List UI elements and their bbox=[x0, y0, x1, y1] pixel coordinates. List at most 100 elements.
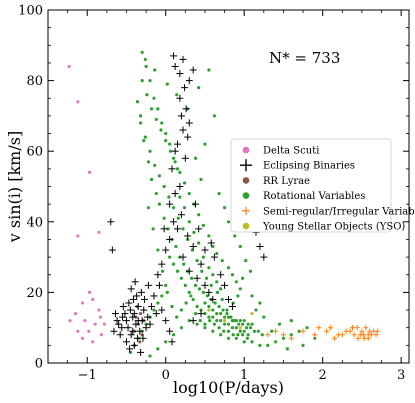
eclipsing-binaries-point bbox=[185, 267, 193, 275]
rotational-variables-point bbox=[144, 64, 148, 69]
rotational-variables-point bbox=[139, 114, 143, 118]
semi-regular-irregular-variables-point bbox=[288, 335, 294, 341]
rotational-variables-point bbox=[270, 329, 274, 333]
y-tick-label: 0 bbox=[35, 357, 43, 372]
y-tick-label: 60 bbox=[26, 145, 43, 160]
legend-marker bbox=[240, 159, 252, 172]
rotational-variables-point bbox=[175, 315, 179, 319]
eclipsing-binaries-point bbox=[130, 341, 138, 349]
rotational-variables-point bbox=[242, 340, 246, 344]
rotational-variables-point bbox=[173, 160, 177, 164]
eclipsing-binaries-point bbox=[154, 271, 162, 279]
rotational-variables-point bbox=[167, 195, 171, 199]
x-tick-label: −1 bbox=[78, 368, 97, 383]
eclipsing-binaries-point bbox=[136, 327, 144, 335]
rotational-variables-point bbox=[156, 301, 160, 305]
rotational-variables-point bbox=[146, 160, 151, 164]
eclipsing-binaries-point bbox=[184, 232, 192, 240]
legend-label: RR Lyrae bbox=[263, 176, 310, 187]
rotational-variables-point bbox=[313, 336, 317, 340]
eclipsing-binaries-point bbox=[127, 285, 135, 293]
rotational-variables-point bbox=[219, 319, 223, 323]
rotational-variables-point bbox=[192, 230, 196, 234]
x-axis-label: log10(P/days) bbox=[173, 378, 284, 397]
eclipsing-binaries-point bbox=[126, 306, 134, 314]
rotational-variables-point bbox=[236, 333, 240, 337]
rotational-variables-point bbox=[217, 191, 221, 196]
eclipsing-binaries-point bbox=[132, 320, 140, 328]
eclipsing-binaries-point bbox=[108, 246, 116, 254]
rotational-variables-point bbox=[207, 68, 211, 72]
rotational-variables-point bbox=[246, 322, 250, 326]
delta-scuti-point bbox=[67, 64, 71, 69]
rotational-variables-point bbox=[222, 315, 227, 319]
rotational-variables-point bbox=[175, 93, 179, 97]
rotational-variables-point bbox=[273, 340, 278, 344]
rotational-variables-point bbox=[225, 311, 229, 316]
eclipsing-binaries-point bbox=[142, 324, 150, 332]
delta-scuti-point bbox=[102, 322, 107, 326]
eclipsing-binaries-point bbox=[176, 94, 184, 102]
eclipsing-binaries-point bbox=[111, 310, 119, 318]
rotational-variables-point bbox=[207, 234, 211, 238]
eclipsing-binaries-point bbox=[139, 334, 147, 342]
rotational-variables-point bbox=[140, 79, 144, 83]
rotational-variables-point bbox=[193, 156, 198, 160]
y-tick-label: 20 bbox=[26, 286, 43, 301]
rotational-variables-point bbox=[254, 308, 258, 312]
rotational-variables-point bbox=[143, 57, 147, 62]
eclipsing-binaries-point bbox=[162, 317, 170, 325]
eclipsing-binaries-point bbox=[197, 310, 205, 318]
eclipsing-binaries-point bbox=[140, 306, 148, 314]
rotational-variables-point bbox=[225, 308, 229, 312]
rotational-variables-point bbox=[197, 86, 201, 90]
rotational-variables-point bbox=[197, 241, 201, 245]
y-tick-label: 80 bbox=[26, 74, 43, 89]
rotational-variables-point bbox=[191, 297, 195, 302]
rotational-variables-point bbox=[233, 234, 237, 238]
eclipsing-binaries-point bbox=[137, 288, 145, 296]
delta-scuti-point bbox=[87, 170, 92, 174]
rotational-variables-point bbox=[156, 347, 160, 351]
eclipsing-binaries-point bbox=[160, 225, 168, 233]
young-stellar-objects-yso-point bbox=[222, 319, 227, 323]
rotational-variables-point bbox=[164, 340, 168, 344]
eclipsing-binaries-point bbox=[185, 77, 193, 85]
rotational-variables-point bbox=[178, 170, 182, 174]
rotational-variables-point bbox=[181, 227, 185, 231]
rotational-variables-point bbox=[234, 336, 238, 340]
rotational-variables-point bbox=[175, 269, 180, 273]
eclipsing-binaries-point bbox=[173, 140, 181, 148]
rotational-variables-point bbox=[179, 326, 184, 330]
eclipsing-binaries-point bbox=[166, 235, 174, 243]
semi-regular-irregular-variables-point bbox=[355, 335, 361, 341]
eclipsing-binaries-point bbox=[134, 303, 142, 311]
eclipsing-binaries-point bbox=[144, 313, 152, 321]
rotational-variables-point bbox=[186, 237, 190, 242]
y-tick-label: 100 bbox=[18, 4, 43, 19]
semi-regular-irregular-variables-point bbox=[359, 328, 365, 334]
eclipsing-binaries-point bbox=[171, 62, 179, 70]
eclipsing-binaries-point bbox=[166, 327, 174, 335]
rotational-variables-point bbox=[207, 315, 211, 319]
eclipsing-binaries-point bbox=[256, 243, 264, 251]
delta-scuti-point bbox=[68, 319, 72, 323]
rotational-variables-point bbox=[209, 283, 213, 287]
semi-regular-irregular-variables-point bbox=[323, 328, 330, 334]
eclipsing-binaries-point bbox=[122, 338, 130, 346]
legend-label: Delta Scuti bbox=[263, 146, 319, 157]
semi-regular-irregular-variables-point bbox=[327, 325, 334, 331]
rotational-variables-point bbox=[230, 273, 235, 277]
eclipsing-binaries-point bbox=[179, 55, 187, 63]
rotational-variables-point bbox=[212, 114, 216, 118]
rotational-variables-point bbox=[159, 128, 163, 132]
rotational-variables-point bbox=[139, 121, 143, 125]
delta-scuti-point bbox=[73, 311, 78, 316]
rotational-variables-point bbox=[242, 329, 246, 333]
eclipsing-binaries-point bbox=[171, 147, 179, 155]
eclipsing-binaries-point bbox=[201, 246, 209, 254]
rotational-variables-point bbox=[281, 336, 286, 340]
rotational-variables-point bbox=[190, 276, 194, 280]
semi-regular-irregular-variables-point bbox=[363, 325, 369, 331]
